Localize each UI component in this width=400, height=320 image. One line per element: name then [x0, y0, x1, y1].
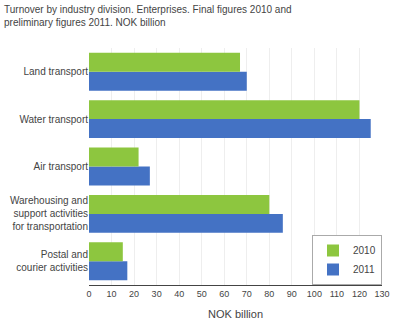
- svg-text:2011: 2011: [353, 264, 375, 275]
- svg-text:2010: 2010: [353, 245, 376, 256]
- svg-text:60: 60: [219, 289, 229, 299]
- svg-text:Turnover by industry division.: Turnover by industry division. Enterpris…: [4, 4, 292, 28]
- svg-text:40: 40: [174, 289, 184, 299]
- svg-text:130: 130: [374, 289, 389, 299]
- svg-text:50: 50: [197, 289, 207, 299]
- svg-text:90: 90: [287, 289, 297, 299]
- svg-text:100: 100: [307, 289, 322, 299]
- svg-text:0: 0: [86, 289, 91, 299]
- svg-text:Water transport: Water transport: [19, 114, 88, 125]
- svg-text:Postal andcourier activities: Postal andcourier activities: [16, 249, 88, 273]
- svg-text:Air transport: Air transport: [34, 161, 89, 172]
- svg-text:30: 30: [152, 289, 162, 299]
- svg-text:10: 10: [107, 289, 117, 299]
- svg-text:110: 110: [330, 289, 344, 299]
- svg-text:Land transport: Land transport: [24, 66, 89, 77]
- svg-text:NOK billion: NOK billion: [208, 308, 263, 320]
- svg-text:70: 70: [242, 289, 252, 299]
- svg-text:80: 80: [264, 289, 274, 299]
- svg-text:20: 20: [129, 289, 139, 299]
- svg-text:Warehousing andsupport activit: Warehousing andsupport activitiesfor tra…: [10, 195, 88, 232]
- svg-text:120: 120: [352, 289, 367, 299]
